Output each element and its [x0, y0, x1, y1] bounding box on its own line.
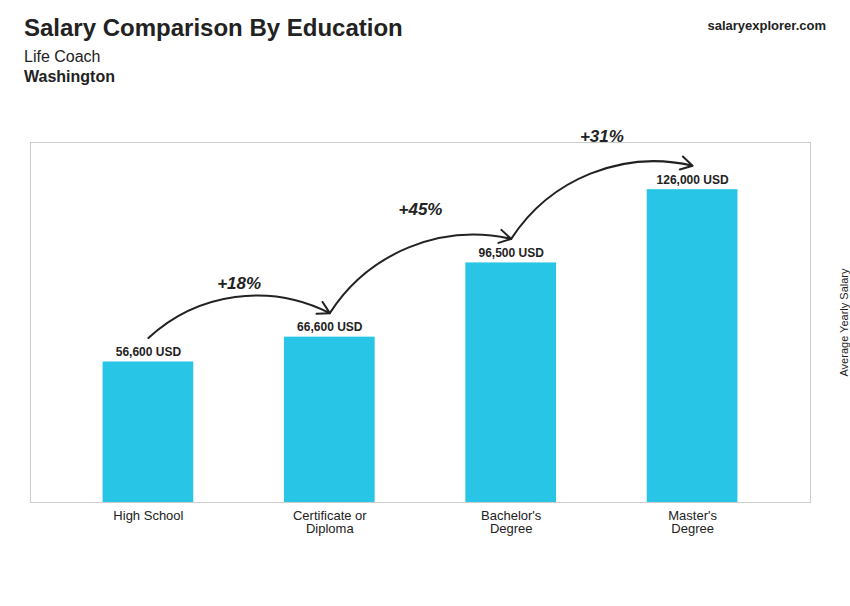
- svg-text:66,600 USD: 66,600 USD: [297, 320, 363, 334]
- svg-text:96,500 USD: 96,500 USD: [479, 246, 545, 260]
- html-text:Washington: Washington: [24, 68, 115, 85]
- svg-text:126,000 USD: 126,000 USD: [657, 173, 729, 187]
- html-text:salaryexplorer.com: salaryexplorer.com: [707, 18, 826, 33]
- svg-text:56,600 USD: 56,600 USD: [116, 345, 182, 359]
- svg-text:Master'sDegree: Master'sDegree: [668, 508, 717, 536]
- svg-text:+31%: +31%: [580, 127, 624, 146]
- svg-text:Bachelor'sDegree: Bachelor'sDegree: [481, 508, 542, 536]
- svg-text:+45%: +45%: [399, 200, 443, 219]
- html-text:Life Coach: Life Coach: [24, 48, 101, 65]
- svg-text:+18%: +18%: [217, 274, 261, 293]
- html-text:Salary Comparison By Education: Salary Comparison By Education: [24, 14, 403, 41]
- svg-text:Certificate orDiploma: Certificate orDiploma: [293, 508, 367, 536]
- svg-text:High School: High School: [113, 508, 183, 523]
- svg-text:Average Yearly Salary: Average Yearly Salary: [838, 268, 850, 377]
